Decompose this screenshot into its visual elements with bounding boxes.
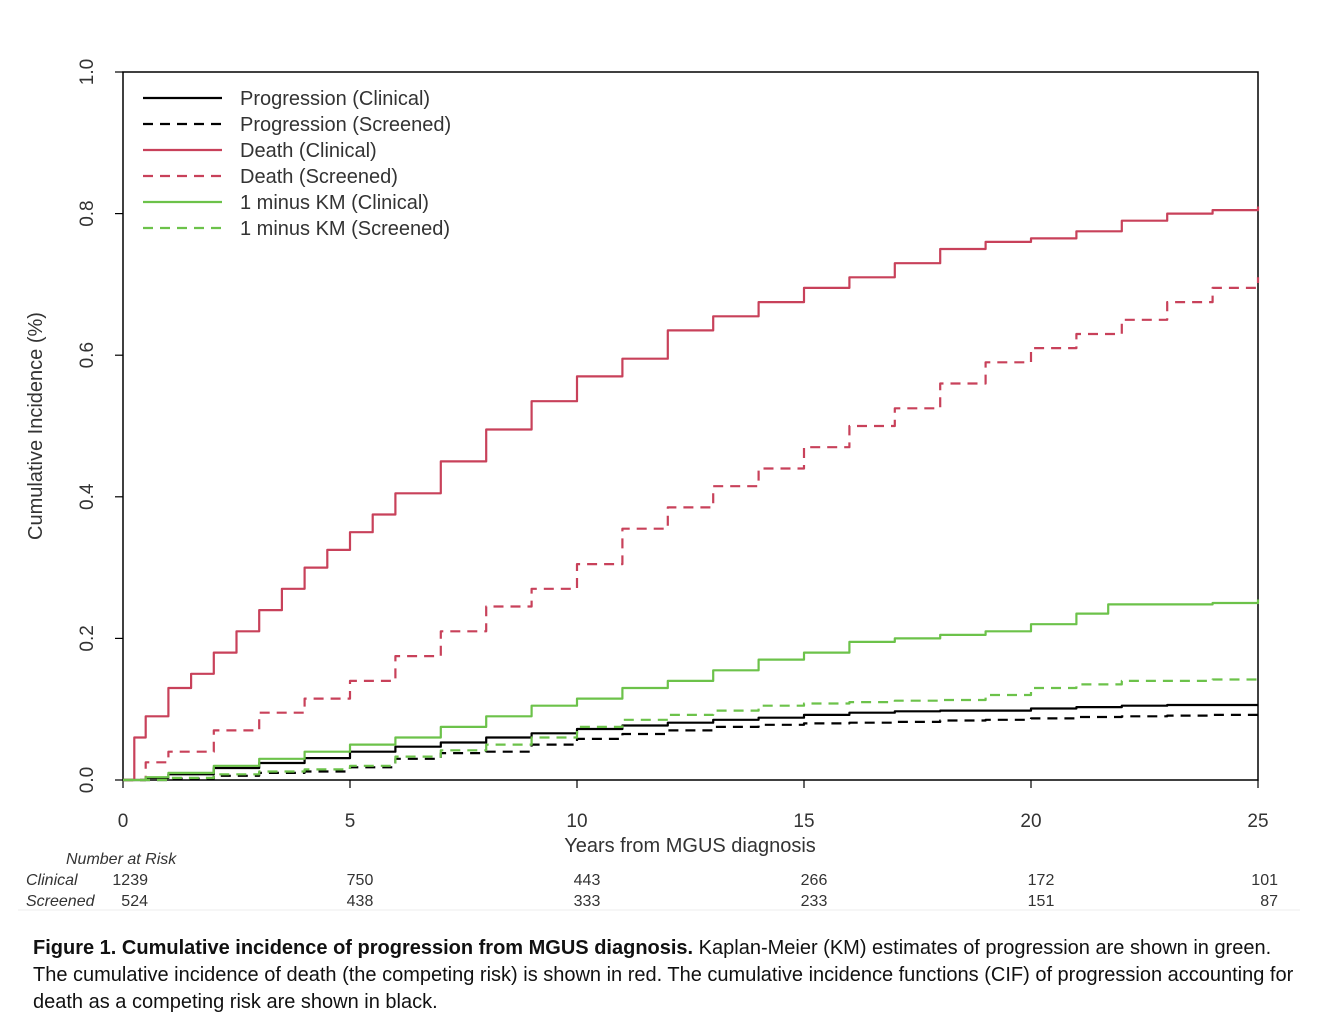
y-tick-label: 0.6 <box>77 342 98 368</box>
series-line-1-minus-km-clinical <box>123 599 1260 782</box>
chart: 0 5 10 15 20 25 0.0 0.2 0.4 0.6 0.8 1.0 Progressio… <box>18 59 1300 911</box>
legend-label: 1 minus KM (Clinical) <box>240 192 429 214</box>
x-tick-label: 5 <box>345 811 356 832</box>
y-tick-label: 1.0 <box>77 59 98 85</box>
series-line-death-screened <box>123 277 1260 782</box>
risk-value: 1239 <box>112 872 148 889</box>
plot-frame <box>122 71 1259 781</box>
legend-label: Death (Screened) <box>240 166 398 188</box>
y-tick-label: 0.2 <box>77 625 98 651</box>
y-tick-label: 0.4 <box>77 483 98 510</box>
risk-value: 524 <box>121 893 148 910</box>
risk-value: 233 <box>801 893 828 910</box>
series-line-progression-clinical <box>123 703 1258 782</box>
legend-label: Progression (Screened) <box>240 114 451 136</box>
risk-value: 101 <box>1251 872 1278 889</box>
caption-bold: Figure 1. Cumulative incidence of progre… <box>33 937 694 959</box>
risk-value: 443 <box>574 872 601 889</box>
risk-value: 333 <box>574 893 601 910</box>
figure-caption: Figure 1. Cumulative incidence of progre… <box>33 935 1303 1016</box>
risk-row-label: Clinical <box>26 872 78 889</box>
risk-table-header: Number at Risk <box>66 851 177 868</box>
legend-label: Progression (Clinical) <box>240 88 430 110</box>
risk-value: 438 <box>347 893 374 910</box>
series-line-death-clinical <box>123 206 1260 782</box>
risk-value: 266 <box>801 872 828 889</box>
legend: Progression (Clinical) Progression (Scree… <box>143 88 451 240</box>
risk-value: 87 <box>1260 893 1278 910</box>
series-layer <box>123 206 1260 782</box>
x-tick-label: 25 <box>1247 811 1268 832</box>
x-axis: 0 5 10 15 20 25 <box>118 780 1269 832</box>
legend-label: 1 minus KM (Screened) <box>240 218 450 240</box>
legend-label: Death (Clinical) <box>240 140 377 162</box>
x-axis-title: Years from MGUS diagnosis <box>564 835 816 857</box>
x-tick-label: 15 <box>793 811 814 832</box>
x-tick-label: 20 <box>1020 811 1041 832</box>
risk-row-label: Screened <box>26 893 96 910</box>
risk-value: 750 <box>347 872 374 889</box>
x-tick-label: 0 <box>118 811 129 832</box>
risk-table: Number at Risk Clinical 1239 750 443 266 172 10… <box>26 851 1278 910</box>
y-tick-label: 0.0 <box>77 767 98 793</box>
y-axis: 0.0 0.2 0.4 0.6 0.8 1.0 <box>77 59 123 793</box>
x-tick-label: 10 <box>566 811 587 832</box>
series-line-1-minus-km-screened <box>123 678 1260 782</box>
y-tick-label: 0.8 <box>77 200 98 226</box>
y-axis-title: Cumulative Incidence (%) <box>25 312 47 540</box>
risk-value: 172 <box>1028 872 1055 889</box>
caption-text: Kaplan-Meier (KM) estimates of progressi… <box>33 937 1294 1013</box>
risk-value: 151 <box>1028 893 1055 910</box>
series-line-progression-screened <box>123 713 1260 782</box>
